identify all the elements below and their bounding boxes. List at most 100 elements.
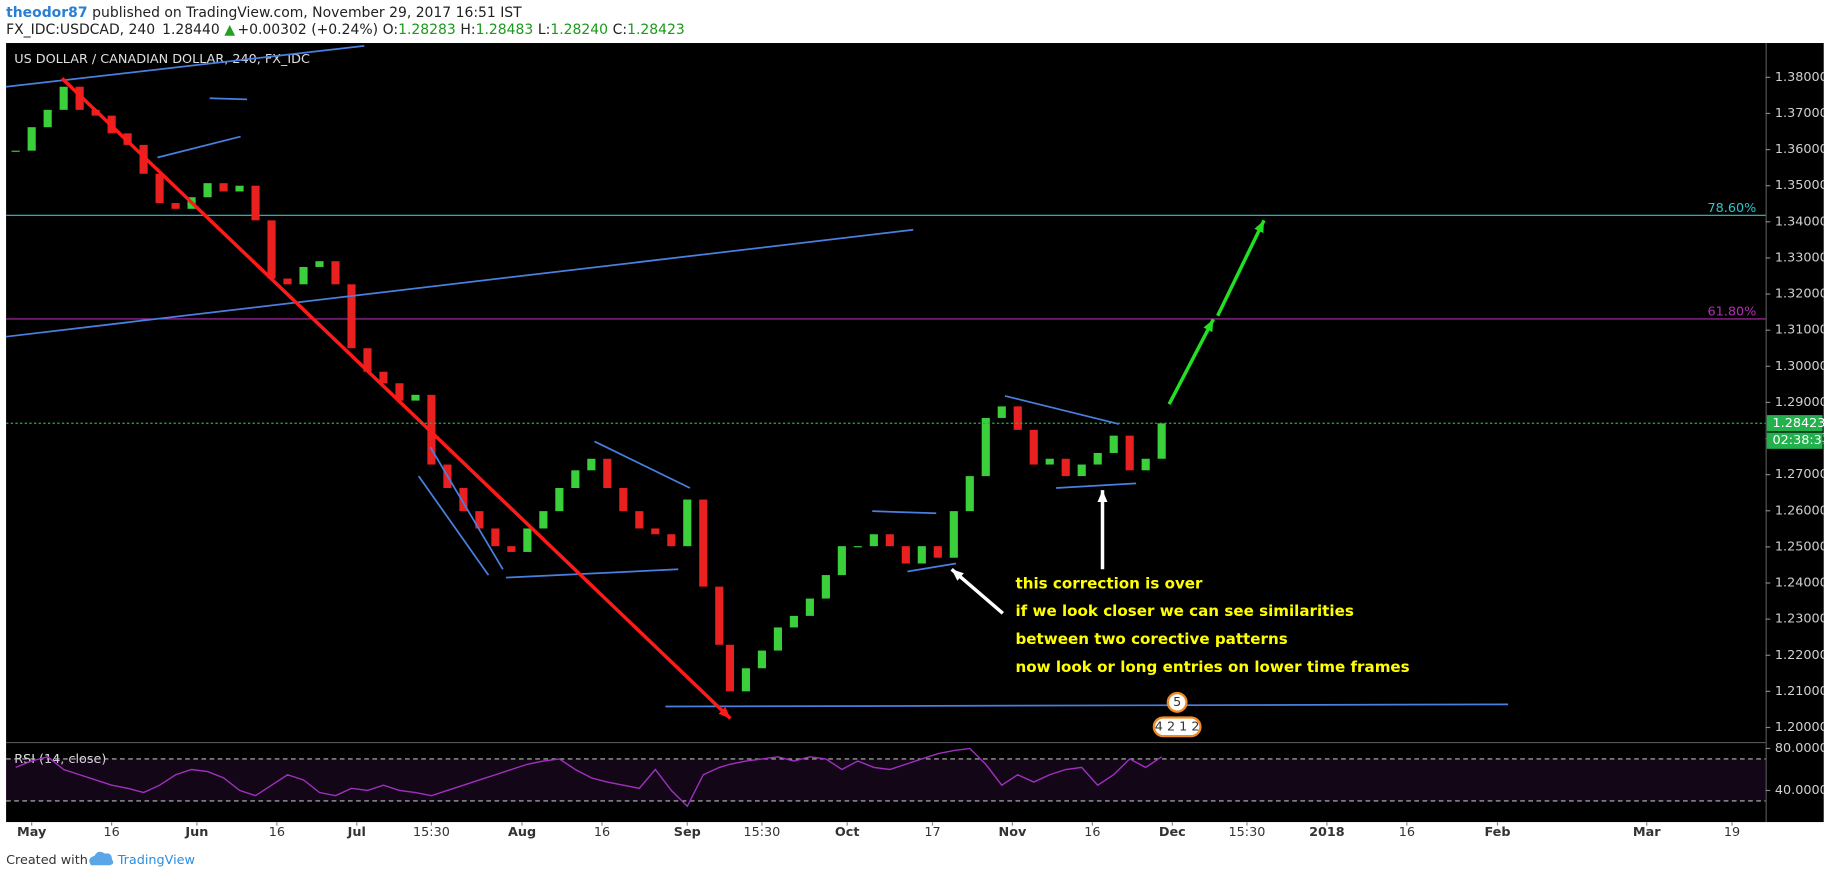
candle bbox=[587, 458, 596, 471]
y-tick-label: 80.00000 bbox=[1775, 741, 1824, 756]
trend-line bbox=[157, 135, 241, 159]
trend-line bbox=[1004, 395, 1120, 425]
candle bbox=[203, 183, 212, 198]
countdown-box bbox=[1766, 432, 1823, 449]
annotation: now look or long entries on lower time f… bbox=[1015, 658, 1409, 676]
candle bbox=[363, 348, 372, 372]
last-price-box bbox=[1766, 415, 1823, 432]
candle bbox=[539, 511, 548, 529]
candle bbox=[757, 650, 766, 669]
y-tick-label: 1.25000 bbox=[1775, 539, 1824, 554]
candle bbox=[491, 528, 500, 547]
rsi-line bbox=[15, 747, 1163, 808]
header-line-2: FX_IDC:USDCAD, 240 1.28440 ▲ +0.00302 (+0.2… bbox=[6, 22, 685, 38]
x-tick-label: 17 bbox=[924, 825, 940, 840]
x-tick-label: 16 bbox=[269, 825, 285, 840]
candle bbox=[619, 488, 628, 512]
candle bbox=[395, 383, 404, 401]
candle bbox=[1141, 458, 1150, 471]
author[interactable]: theodor87 bbox=[6, 5, 87, 21]
candle bbox=[475, 511, 484, 529]
footer-brand[interactable]: TradingView bbox=[117, 853, 195, 868]
candle bbox=[171, 203, 180, 209]
y-tick-label: 1.34000 bbox=[1775, 214, 1824, 229]
time-axis bbox=[0, 822, 1824, 846]
annotation: between two corective patterns bbox=[1015, 630, 1287, 648]
x-tick-label: 16 bbox=[1399, 825, 1415, 840]
trend-line bbox=[5, 228, 914, 338]
arrow-line bbox=[1167, 318, 1215, 406]
symbol: FX_IDC:USDCAD, 240 bbox=[6, 22, 155, 38]
candle bbox=[949, 511, 958, 558]
x-tick-label: Nov bbox=[999, 825, 1027, 840]
y-tick-label: 1.37000 bbox=[1775, 106, 1824, 121]
y-tick-label: 1.21000 bbox=[1775, 684, 1824, 699]
candle bbox=[459, 488, 468, 512]
footer: Created with TradingView bbox=[6, 851, 195, 868]
band-fill bbox=[6, 758, 1766, 801]
arrow-head bbox=[1203, 319, 1214, 333]
candle bbox=[997, 406, 1006, 418]
x-tick-label: 16 bbox=[594, 825, 610, 840]
x-tick-label: 15:30 bbox=[1229, 825, 1266, 840]
candle bbox=[571, 470, 580, 489]
trend-line bbox=[506, 568, 679, 579]
footer-text: Created with bbox=[6, 853, 88, 868]
x-tick-label: 2018 bbox=[1309, 825, 1345, 840]
event-badge[interactable] bbox=[1152, 716, 1202, 738]
fib-label: 61.80% bbox=[1708, 305, 1757, 320]
trend-line bbox=[872, 510, 937, 515]
candle bbox=[773, 627, 782, 651]
y-tick-label: 1.20000 bbox=[1775, 720, 1824, 735]
change-arrow: ▲ bbox=[224, 22, 235, 38]
candle bbox=[667, 534, 676, 547]
trend-line bbox=[1056, 482, 1137, 489]
x-tick-label: May bbox=[17, 825, 47, 840]
x-tick-label: Sep bbox=[674, 825, 701, 840]
x-tick-label: 16 bbox=[1084, 825, 1100, 840]
candle bbox=[379, 371, 388, 384]
candle bbox=[699, 499, 708, 587]
candle bbox=[965, 476, 974, 512]
candle bbox=[635, 511, 644, 529]
fib-label: 78.60% bbox=[1708, 201, 1757, 216]
trend-line bbox=[429, 446, 504, 570]
y-tick-label: 1.30000 bbox=[1775, 359, 1824, 374]
x-tick-label: Feb bbox=[1484, 825, 1510, 840]
candle bbox=[43, 109, 52, 128]
candle bbox=[411, 394, 420, 401]
candle bbox=[933, 546, 942, 558]
candle bbox=[1061, 458, 1070, 477]
arrow-line bbox=[1216, 219, 1266, 317]
candle bbox=[981, 417, 990, 477]
candle bbox=[523, 528, 532, 552]
arrow-head bbox=[1097, 490, 1108, 502]
y-tick-label: 1.26000 bbox=[1775, 503, 1824, 518]
y-tick-label: 1.27000 bbox=[1775, 467, 1824, 482]
header-line-1: theodor87 published on TradingView.com, N… bbox=[6, 5, 522, 21]
y-tick-label: 40.00000 bbox=[1775, 783, 1824, 798]
candle bbox=[1109, 435, 1118, 453]
arrow-head bbox=[951, 569, 964, 581]
ohlc-value: 1.28423 bbox=[627, 22, 685, 38]
chart-title: US DOLLAR / CANADIAN DOLLAR, 240, FX_IDC bbox=[14, 52, 310, 67]
candle bbox=[885, 534, 894, 547]
candle bbox=[1013, 406, 1022, 430]
candle bbox=[1077, 464, 1086, 477]
x-tick-label: 15:30 bbox=[413, 825, 450, 840]
candle bbox=[331, 261, 340, 285]
ohlc-value: 1.28283 bbox=[398, 22, 456, 38]
candle bbox=[741, 668, 750, 692]
ohlc-value: 1.28483 bbox=[476, 22, 534, 38]
candle bbox=[75, 86, 84, 110]
event-badge[interactable] bbox=[1166, 691, 1188, 713]
annotation: this correction is over bbox=[1015, 574, 1203, 592]
y-tick-label: 1.35000 bbox=[1775, 178, 1824, 193]
indicator-title: RSI (14, close) bbox=[14, 752, 106, 767]
x-tick-label: Mar bbox=[1633, 825, 1661, 840]
candle bbox=[683, 499, 692, 547]
candle bbox=[11, 150, 20, 152]
arrow-head bbox=[718, 706, 731, 719]
